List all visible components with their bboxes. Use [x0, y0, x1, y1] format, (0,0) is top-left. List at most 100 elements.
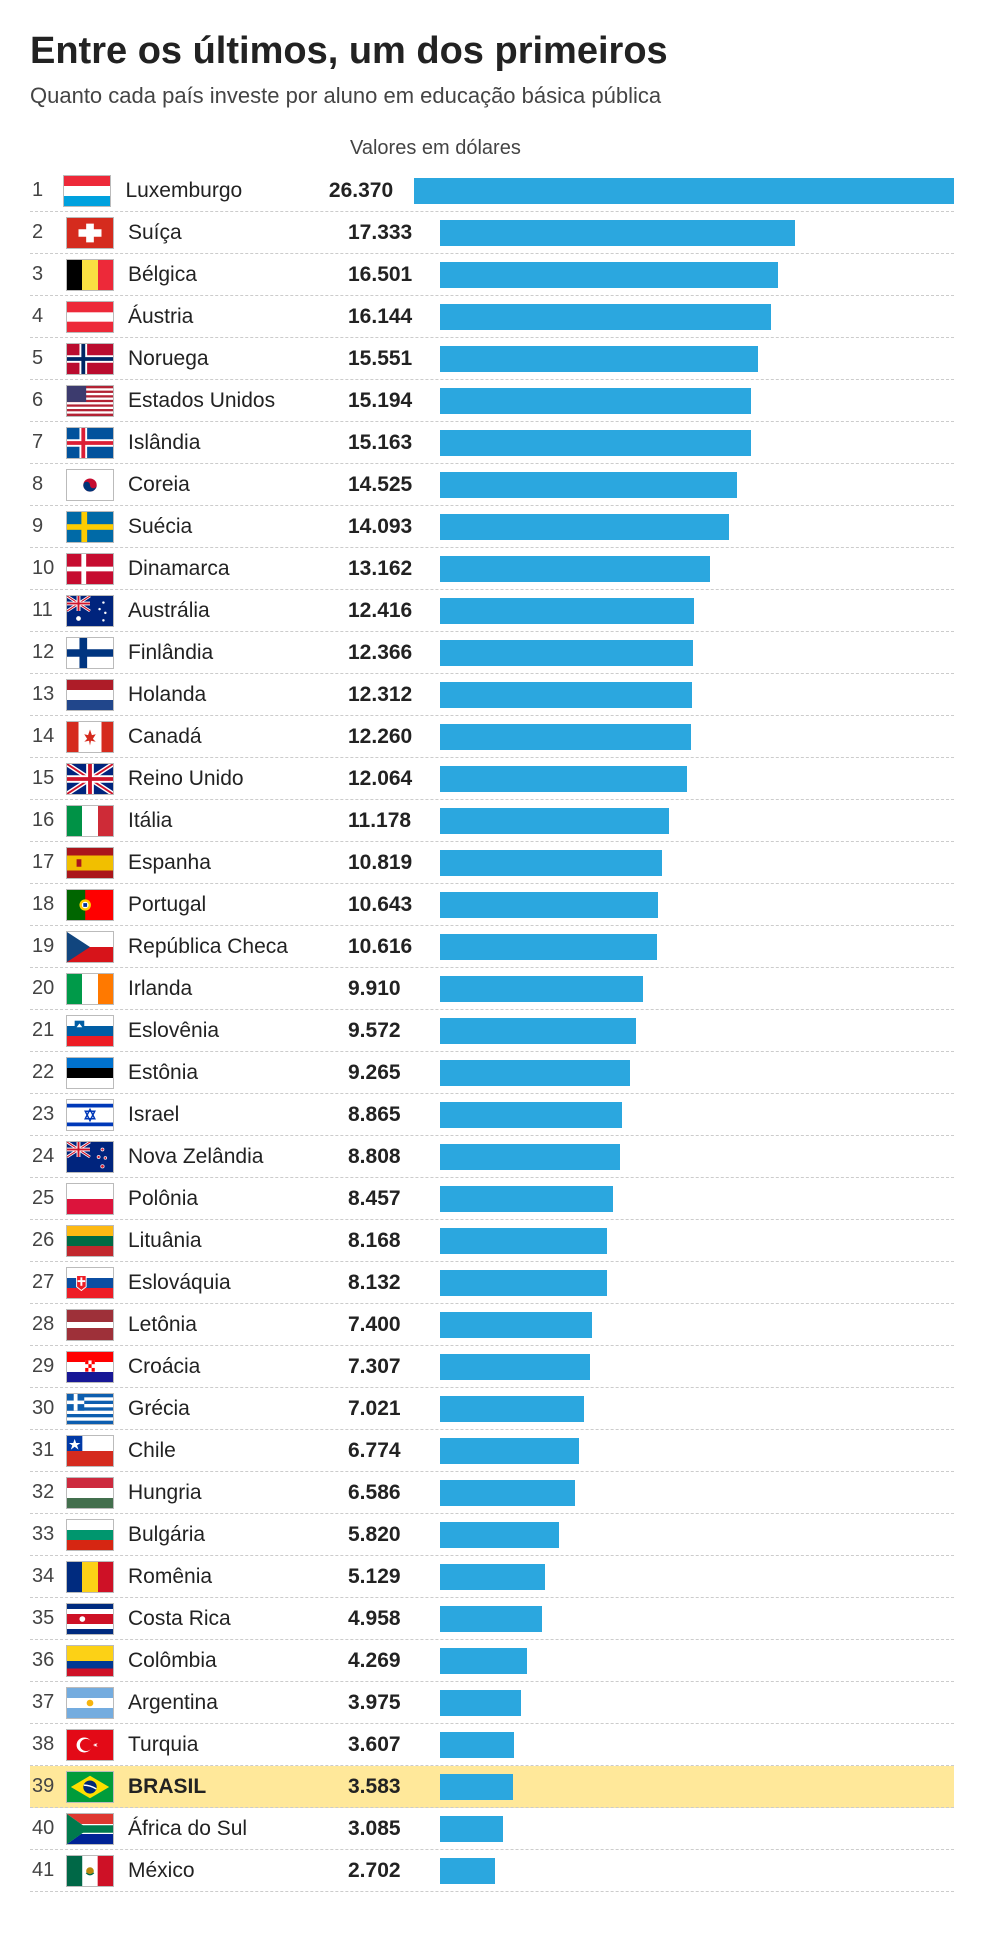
flag-icon [66, 259, 114, 291]
value-label: 7.307 [348, 1355, 440, 1379]
bar-fill [440, 808, 669, 834]
country-label: Bulgária [128, 1523, 348, 1547]
data-row: 21Eslovênia9.572 [30, 1010, 954, 1052]
flag-icon [66, 1603, 114, 1635]
country-label: Estados Unidos [128, 389, 348, 413]
data-row: 8Coreia14.525 [30, 464, 954, 506]
data-row: 13Holanda12.312 [30, 674, 954, 716]
bar-fill [440, 850, 662, 876]
rank-label: 2 [30, 221, 66, 244]
data-row: 23Israel8.865 [30, 1094, 954, 1136]
bar-track [414, 170, 954, 211]
bar-track [440, 884, 954, 925]
bar-fill [440, 1438, 579, 1464]
data-row: 19República Checa10.616 [30, 926, 954, 968]
country-label: Dinamarca [128, 557, 348, 581]
country-label: Espanha [128, 851, 348, 875]
value-label: 9.265 [348, 1061, 440, 1085]
flag-icon [66, 1141, 114, 1173]
data-row: 32Hungria6.586 [30, 1472, 954, 1514]
rank-label: 12 [30, 641, 66, 664]
bar-track [440, 968, 954, 1009]
bar-fill [440, 1354, 590, 1380]
value-label: 8.457 [348, 1187, 440, 1211]
flag-icon [66, 1225, 114, 1257]
bar-fill [440, 388, 751, 414]
bar-fill [440, 1018, 636, 1044]
flag-icon [66, 1309, 114, 1341]
rank-label: 9 [30, 515, 66, 538]
flag-icon [66, 1057, 114, 1089]
rank-label: 14 [30, 725, 66, 748]
bar-track [440, 1304, 954, 1345]
bar-track [440, 1556, 954, 1597]
data-row: 2Suíça17.333 [30, 212, 954, 254]
bar-track [440, 464, 954, 505]
bar-track [440, 1514, 954, 1555]
data-row: 37Argentina3.975 [30, 1682, 954, 1724]
bar-track [440, 926, 954, 967]
value-label: 4.958 [348, 1607, 440, 1631]
data-row: 18Portugal10.643 [30, 884, 954, 926]
rank-label: 7 [30, 431, 66, 454]
value-label: 12.064 [348, 767, 440, 791]
bar-track [440, 842, 954, 883]
value-label: 3.085 [348, 1817, 440, 1841]
bar-track [440, 590, 954, 631]
country-label: Suíça [128, 221, 348, 245]
bar-track [440, 338, 954, 379]
data-row: 36Colômbia4.269 [30, 1640, 954, 1682]
bar-track [440, 1136, 954, 1177]
country-label: Portugal [128, 893, 348, 917]
bar-track [440, 1724, 954, 1765]
country-label: Noruega [128, 347, 348, 371]
rank-label: 31 [30, 1439, 66, 1462]
country-label: Canadá [128, 725, 348, 749]
bar-track [440, 1052, 954, 1093]
flag-icon [66, 1015, 114, 1047]
flag-icon [66, 217, 114, 249]
bar-track [440, 380, 954, 421]
flag-icon [66, 511, 114, 543]
country-label: Coreia [128, 473, 348, 497]
country-label: República Checa [128, 935, 348, 959]
rank-label: 23 [30, 1103, 66, 1126]
country-label: BRASIL [128, 1775, 348, 1799]
bar-fill [440, 262, 778, 288]
rank-label: 30 [30, 1397, 66, 1420]
value-label: 4.269 [348, 1649, 440, 1673]
value-label: 3.607 [348, 1733, 440, 1757]
value-label: 10.616 [348, 935, 440, 959]
bar-fill [440, 1648, 527, 1674]
data-row: 4Áustria16.144 [30, 296, 954, 338]
bar-track [440, 1220, 954, 1261]
chart-title: Entre os últimos, um dos primeiros [30, 30, 954, 73]
rank-label: 22 [30, 1061, 66, 1084]
bar-track [440, 1472, 954, 1513]
rank-label: 17 [30, 851, 66, 874]
bar-track [440, 1388, 954, 1429]
rank-label: 10 [30, 557, 66, 580]
value-label: 12.312 [348, 683, 440, 707]
rank-label: 3 [30, 263, 66, 286]
flag-icon [66, 553, 114, 585]
bar-track [440, 212, 954, 253]
value-label: 9.572 [348, 1019, 440, 1043]
bar-fill [440, 514, 729, 540]
flag-icon [66, 1099, 114, 1131]
bar-track [440, 422, 954, 463]
bar-chart-container: 1Luxemburgo26.3702Suíça17.3333Bélgica16.… [30, 170, 954, 1892]
rank-label: 13 [30, 683, 66, 706]
bar-track [440, 1598, 954, 1639]
rank-label: 1 [30, 179, 63, 202]
rank-label: 18 [30, 893, 66, 916]
bar-fill [440, 1816, 503, 1842]
bar-fill [440, 220, 795, 246]
bar-fill [440, 766, 687, 792]
country-label: Finlândia [128, 641, 348, 665]
country-label: Croácia [128, 1355, 348, 1379]
bar-track [440, 1346, 954, 1387]
bar-track [440, 1430, 954, 1471]
value-label: 6.586 [348, 1481, 440, 1505]
bar-fill [440, 1690, 521, 1716]
